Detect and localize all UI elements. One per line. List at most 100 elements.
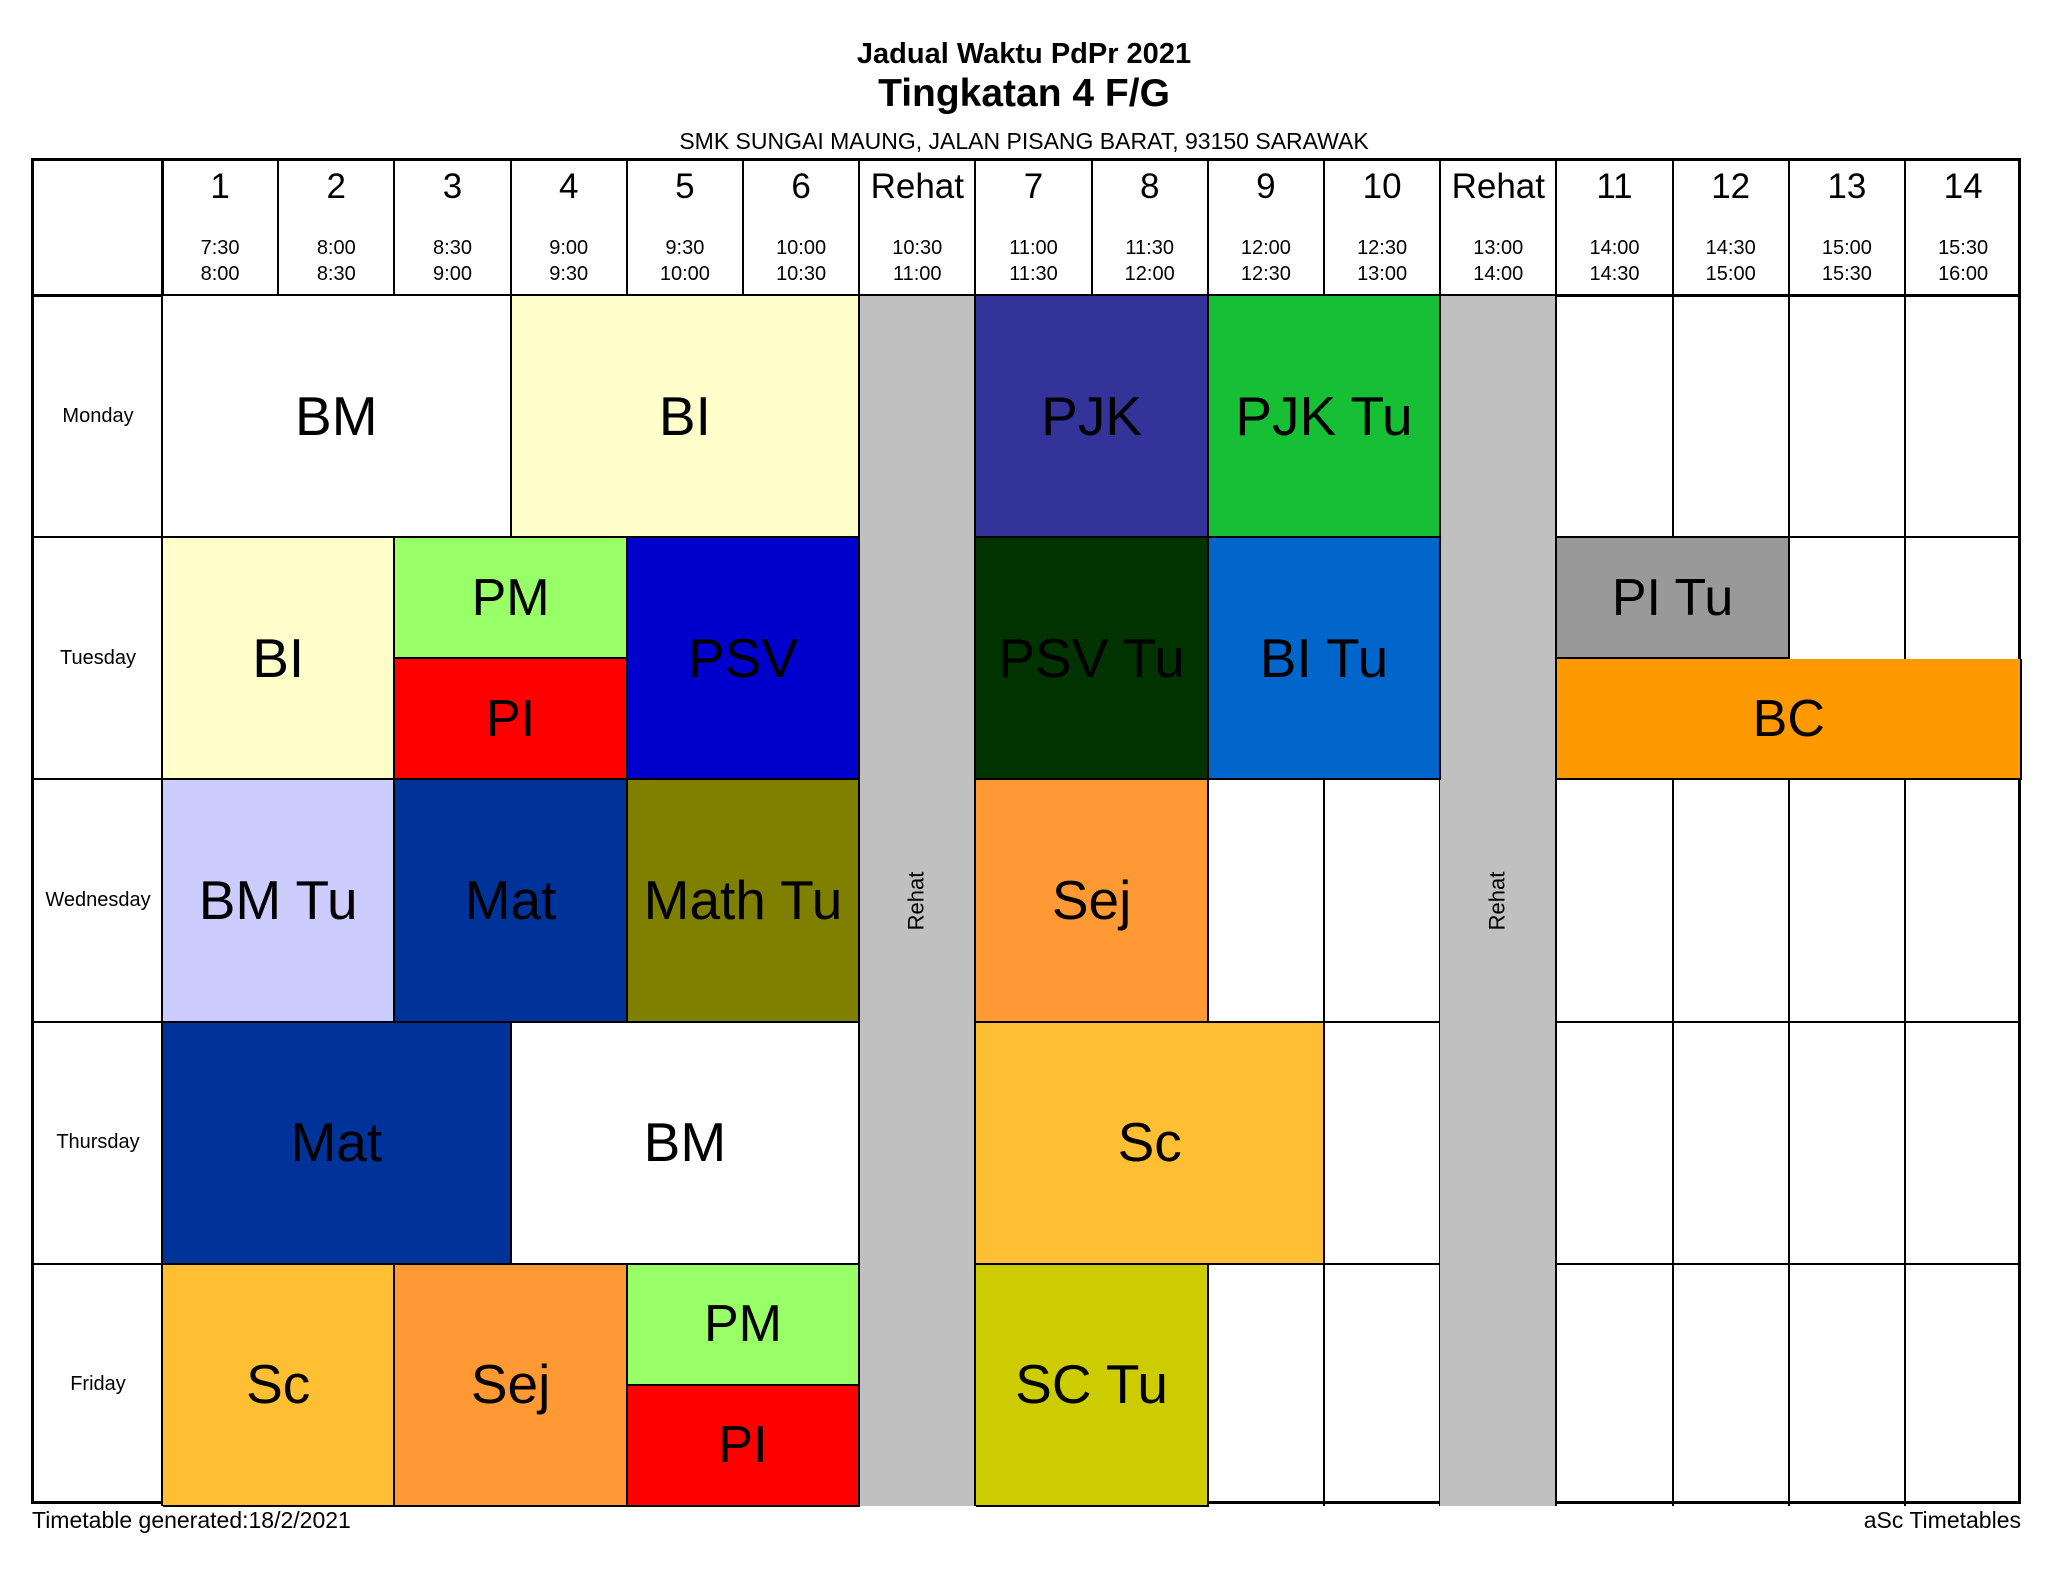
period-number: 8: [1139, 167, 1160, 206]
lesson-block[interactable]: PJK Tu: [1208, 296, 1442, 539]
period-end-time: 12:00: [1124, 263, 1175, 285]
lesson-subject: BM Tu: [198, 868, 358, 931]
lesson-subject: Mat: [290, 1111, 383, 1174]
break-label: Rehat: [903, 871, 929, 931]
period-end-time: 12:30: [1240, 263, 1291, 285]
period-end-time: 11:00: [892, 263, 942, 285]
period-start-time: 14:00: [1589, 237, 1640, 259]
period-start-time: 9:00: [549, 237, 589, 259]
lesson-block[interactable]: BI: [511, 296, 861, 539]
lesson-subject: BI: [658, 384, 711, 447]
school-address: SMK SUNGAI MAUNG, JALAN PISANG BARAT, 93…: [679, 128, 1369, 154]
day-label: Monday: [62, 404, 134, 427]
lesson-block[interactable]: BC: [1557, 659, 2023, 781]
period-time: 12:00 12:30: [1208, 235, 1324, 287]
period-header: 4 9:00 9:30: [511, 161, 627, 295]
lesson-subject: PM: [471, 568, 550, 627]
period-time: 12:30 13:00: [1324, 235, 1440, 287]
period-number: 4: [558, 167, 579, 206]
period-start-time: 12:00: [1240, 237, 1291, 259]
lesson-subject: Math Tu: [643, 868, 843, 931]
lesson-block[interactable]: PI Tu: [1557, 538, 1790, 660]
period-end-time: 13:00: [1357, 263, 1408, 285]
lesson-subject: BM: [295, 384, 378, 447]
period-time: 10:00 10:30: [743, 235, 859, 287]
lesson-subject: Mat: [464, 868, 557, 931]
period-end-time: 8:30: [316, 263, 356, 285]
lesson-block[interactable]: PM: [627, 1264, 861, 1386]
period-header: Rehat 13:00 14:00: [1440, 161, 1556, 295]
lesson-block[interactable]: Math Tu: [627, 780, 861, 1023]
day-label: Friday: [70, 1373, 126, 1396]
lesson-subject: Sej: [470, 1353, 551, 1416]
period-time: 9:30 10:00: [627, 235, 743, 287]
lesson-block[interactable]: BM: [163, 296, 512, 539]
lesson-block[interactable]: PJK: [976, 296, 1209, 539]
lesson-subject: SC Tu: [1015, 1353, 1168, 1416]
period-start-time: 11:00: [1009, 237, 1058, 259]
period-number: 11: [1596, 167, 1633, 206]
grid-line-horizontal: [34, 294, 2022, 297]
day-label: Tuesday: [60, 646, 136, 669]
period-end-time: 15:00: [1705, 263, 1756, 285]
period-time: 15:30 16:00: [1905, 235, 2021, 287]
lesson-block[interactable]: PI: [627, 1385, 861, 1507]
lesson-subject: PM: [703, 1295, 782, 1354]
lesson-block[interactable]: Sc: [163, 1264, 396, 1507]
period-number: 2: [326, 167, 347, 206]
lesson-block[interactable]: PI: [395, 659, 628, 781]
period-start-time: 12:30: [1357, 237, 1408, 259]
period-number: Rehat: [870, 167, 964, 206]
grid-line-vertical: [1787, 161, 1790, 1506]
period-end-time: 16:00: [1938, 263, 1989, 285]
period-end-time: 14:30: [1589, 263, 1640, 285]
lesson-block[interactable]: PSV Tu: [976, 538, 1209, 781]
period-end-time: 15:30: [1821, 263, 1872, 285]
lesson-subject: PI: [486, 689, 536, 748]
lesson-block[interactable]: BI: [163, 538, 396, 781]
period-number: 13: [1827, 167, 1867, 206]
break-column: Rehat: [1440, 296, 1558, 1506]
period-header: Rehat 10:30 11:00: [859, 161, 975, 295]
period-start-time: 10:00: [776, 237, 827, 259]
period-number: 9: [1256, 167, 1276, 206]
break-column: Rehat: [859, 296, 977, 1506]
lesson-subject: PSV Tu: [998, 626, 1185, 689]
lesson-block[interactable]: BI Tu: [1208, 538, 1442, 781]
lesson-block[interactable]: BM: [511, 1022, 861, 1265]
lesson-block[interactable]: PSV: [627, 538, 861, 781]
period-header: 11 14:00 14:30: [1556, 161, 1672, 295]
lesson-block[interactable]: BM Tu: [163, 780, 396, 1023]
period-header: 7 11:00 11:30: [975, 161, 1091, 295]
lesson-subject: PI Tu: [1611, 568, 1734, 627]
lesson-block[interactable]: SC Tu: [976, 1264, 1209, 1507]
lesson-block[interactable]: PM: [395, 538, 628, 660]
lesson-block[interactable]: Sej: [976, 780, 1209, 1023]
lesson-subject: PSV: [687, 626, 799, 689]
lesson-subject: PI: [718, 1416, 768, 1475]
software-credit: aSc Timetables: [1863, 1507, 2021, 1533]
period-time: 14:00 14:30: [1556, 235, 1672, 287]
period-header: 13 15:00 15:30: [1789, 161, 1905, 295]
period-header: 14 15:30 16:00: [1905, 161, 2021, 295]
period-start-time: 9:30: [665, 237, 705, 259]
period-header: 12 14:30 15:00: [1673, 161, 1789, 295]
break-label: Rehat: [1484, 871, 1510, 931]
period-start-time: 7:30: [200, 237, 240, 259]
grid-line-vertical: [1323, 161, 1325, 1506]
class-name: Tingkatan 4 F/G: [878, 72, 1170, 115]
period-number: 1: [210, 167, 230, 206]
lesson-block[interactable]: Sej: [395, 1264, 628, 1507]
period-header: 2 8:00 8:30: [278, 161, 394, 295]
period-header: 6 10:00 10:30: [743, 161, 859, 295]
lesson-block[interactable]: Mat: [163, 1022, 512, 1265]
lesson-block[interactable]: Mat: [395, 780, 628, 1023]
period-time: 8:00 8:30: [278, 235, 394, 287]
lesson-block[interactable]: Sc: [976, 1022, 1325, 1265]
day-label: Thursday: [56, 1131, 140, 1154]
timetable-title: Jadual Waktu PdPr 2021: [856, 38, 1192, 70]
period-number: 6: [791, 167, 811, 206]
period-number: 14: [1943, 167, 1983, 206]
period-header: 10 12:30 13:00: [1324, 161, 1440, 295]
period-time: 7:30 8:00: [162, 235, 278, 287]
